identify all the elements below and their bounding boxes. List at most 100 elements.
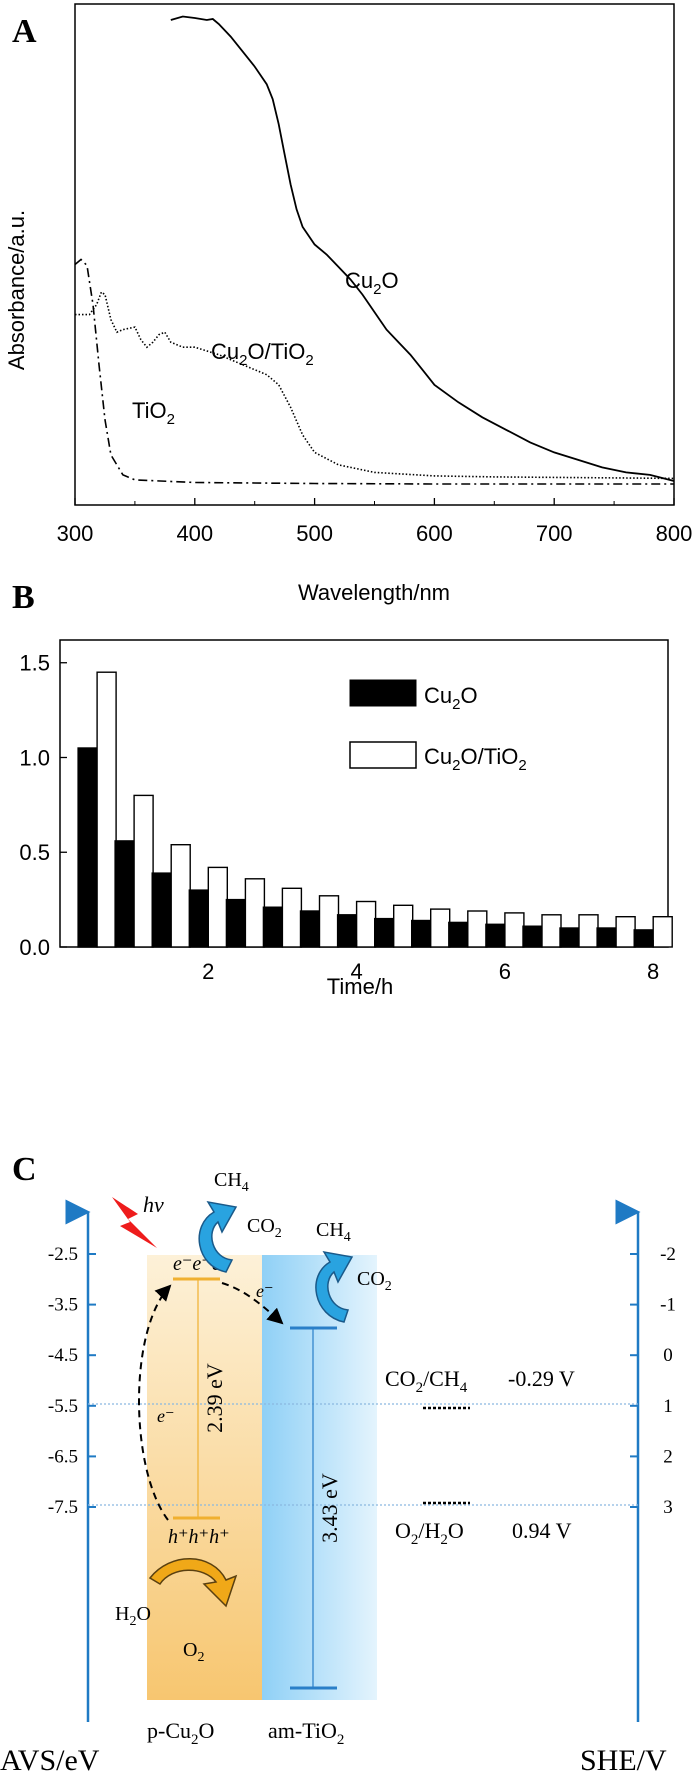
- bar-cu2o-tio2: [318, 895, 340, 948]
- panel-a-xtick-label: 700: [536, 521, 573, 546]
- h2o-to-o2-arrow: [148, 1558, 238, 1608]
- bar-cu2o-tio2: [504, 912, 525, 948]
- p-cu2o-label: p-Cu2O: [147, 1718, 214, 1748]
- panel-b-chart: 2 4 6 8 0.0 0.5 1.0 1.5 Time/h Cu2O Cu2O/TiO2: [19, 639, 673, 999]
- bar-cu2o: [188, 889, 210, 948]
- electron-transfer-label: e⁻: [256, 1281, 274, 1301]
- panel-a-frame: [74, 3, 675, 506]
- panel-b-xtick-label: 2: [202, 959, 214, 984]
- bar-cu2o-tio2: [170, 844, 191, 948]
- panel-b-ytick-label: 1.0: [19, 745, 50, 770]
- panel-b-ytick-label: 0.5: [19, 840, 50, 865]
- bar-cu2o: [336, 914, 358, 948]
- panel-a-chart: 300 400 500 600 700 800 Absorbance/a.u. Wavel…: [4, 3, 692, 605]
- bar-cu2o-tio2: [393, 904, 414, 948]
- right-axis-tick-label: 3: [663, 1497, 673, 1518]
- panel-a-xtick-label: 500: [296, 521, 333, 546]
- co2-ch4-potential: -0.29 V: [508, 1366, 575, 1391]
- left-axis-tick-label: -5.5: [48, 1396, 78, 1417]
- light-bolt-icon: [112, 1197, 157, 1248]
- bar-cu2o: [114, 840, 135, 948]
- cu2o-band-region: [147, 1255, 262, 1700]
- panel-a-series-1: [75, 290, 675, 480]
- bar-cu2o: [151, 872, 172, 948]
- co2-label-tio2: CO2: [357, 1268, 392, 1294]
- series-label-cu2o-tio2: Cu2O/TiO2: [211, 339, 314, 369]
- series-label-tio2: TiO2: [132, 398, 175, 428]
- bar-cu2o-tio2: [430, 908, 451, 948]
- bar-cu2o-tio2: [467, 910, 488, 948]
- bar-cu2o: [485, 923, 506, 948]
- electron-excitation-label: e⁻: [157, 1406, 175, 1426]
- am-tio2-label: am-TiO2: [268, 1718, 344, 1748]
- bar-cu2o: [225, 898, 247, 948]
- bar-cu2o-tio2: [281, 887, 303, 948]
- legend-label-cu2o-tio2: Cu2O/TiO2: [424, 744, 527, 774]
- bar-cu2o-tio2: [355, 900, 377, 948]
- excitation-arrow: [138, 1284, 172, 1521]
- panel-a-xtick-label: 600: [416, 521, 453, 546]
- o2-h2o-couple-label: O2/H2O: [395, 1518, 464, 1548]
- o2-label: O2: [183, 1639, 204, 1665]
- bar-cu2o: [411, 919, 432, 948]
- band-diagram: -2.5 -3.5 -4.5 -5.5 -6.5 -7.5 -2 -1 0 1 2 3 2.39 eV…: [0, 1169, 676, 1776]
- bar-cu2o: [374, 917, 395, 948]
- left-axis-tick-label: -4.5: [48, 1345, 78, 1366]
- series-label-cu2o: Cu2O: [345, 268, 399, 298]
- panel-b-xlabel: Time/h: [327, 974, 393, 999]
- panel-b-ytick-label: 0.0: [19, 935, 50, 960]
- left-axis-tick-label: -7.5: [48, 1497, 78, 1518]
- electron-transfer-arrow: [221, 1282, 284, 1325]
- ch4-label-tio2: CH4: [316, 1219, 351, 1245]
- bar-cu2o: [559, 927, 580, 948]
- panel-label-a: A: [12, 13, 37, 50]
- bar-cu2o-tio2: [541, 914, 562, 948]
- bar-cu2o-tio2: [207, 866, 229, 948]
- bar-cu2o: [633, 929, 654, 948]
- co2-label-cu2o: CO2: [247, 1215, 282, 1241]
- ch4-label-cu2o: CH4: [214, 1169, 249, 1195]
- panel-a-series-2: [74, 258, 674, 485]
- legend-swatch-cu2o: [349, 679, 417, 707]
- right-axis-tick-label: 2: [663, 1446, 673, 1467]
- co2-ch4-couple-label: CO2/CH4: [385, 1366, 468, 1396]
- bar-cu2o: [596, 927, 617, 948]
- panel-b-xtick-label: 6: [499, 959, 511, 984]
- panel-b-ytick-label: 1.5: [19, 651, 50, 676]
- hv-label: hν: [143, 1192, 164, 1217]
- right-axis-tick-label: 0: [663, 1345, 673, 1366]
- panel-b-legend: Cu2O Cu2O/TiO2: [349, 679, 527, 774]
- panel-label-c: C: [12, 1151, 37, 1188]
- co2-to-ch4-arrow-cu2o: [198, 1200, 238, 1273]
- bar-cu2o: [77, 747, 98, 948]
- panel-b-xtick-label: 4: [350, 959, 362, 984]
- she-axis-label: SHE/V: [580, 1744, 667, 1776]
- bar-cu2o: [448, 921, 469, 948]
- cu2o-gap-label: 2.39 eV: [202, 1363, 227, 1433]
- legend-swatch-cu2o-tio2: [349, 741, 417, 769]
- panel-a-ylabel: Absorbance/a.u.: [4, 210, 29, 370]
- right-axis-tick-label: -2: [660, 1244, 676, 1265]
- h2o-label: H2O: [115, 1603, 151, 1629]
- co2-to-ch4-arrow-tio2: [315, 1250, 354, 1323]
- o2-h2o-potential: 0.94 V: [512, 1518, 572, 1543]
- legend-label-cu2o: Cu2O: [424, 683, 478, 713]
- tio2-gap-label: 3.43 eV: [317, 1473, 342, 1543]
- bar-cu2o: [522, 925, 543, 948]
- bar-cu2o-tio2: [615, 916, 636, 948]
- bar-cu2o-tio2: [96, 671, 117, 948]
- right-axis-tick-label: -1: [660, 1295, 676, 1316]
- bar-cu2o: [299, 910, 321, 948]
- panel-a-xtick-label: 400: [176, 521, 213, 546]
- right-axis-tick-label: 1: [663, 1396, 673, 1417]
- panel-a-xtick-label: 300: [57, 521, 94, 546]
- bar-cu2o-tio2: [652, 916, 673, 948]
- left-axis-tick-label: -3.5: [48, 1295, 78, 1316]
- panel-label-b: B: [12, 579, 35, 616]
- bar-cu2o-tio2: [578, 914, 599, 948]
- bar-cu2o-tio2: [133, 794, 154, 948]
- bar-cu2o-tio2: [244, 878, 266, 948]
- panel-a-xlabel: Wavelength/nm: [298, 580, 450, 605]
- bar-cu2o: [262, 906, 284, 948]
